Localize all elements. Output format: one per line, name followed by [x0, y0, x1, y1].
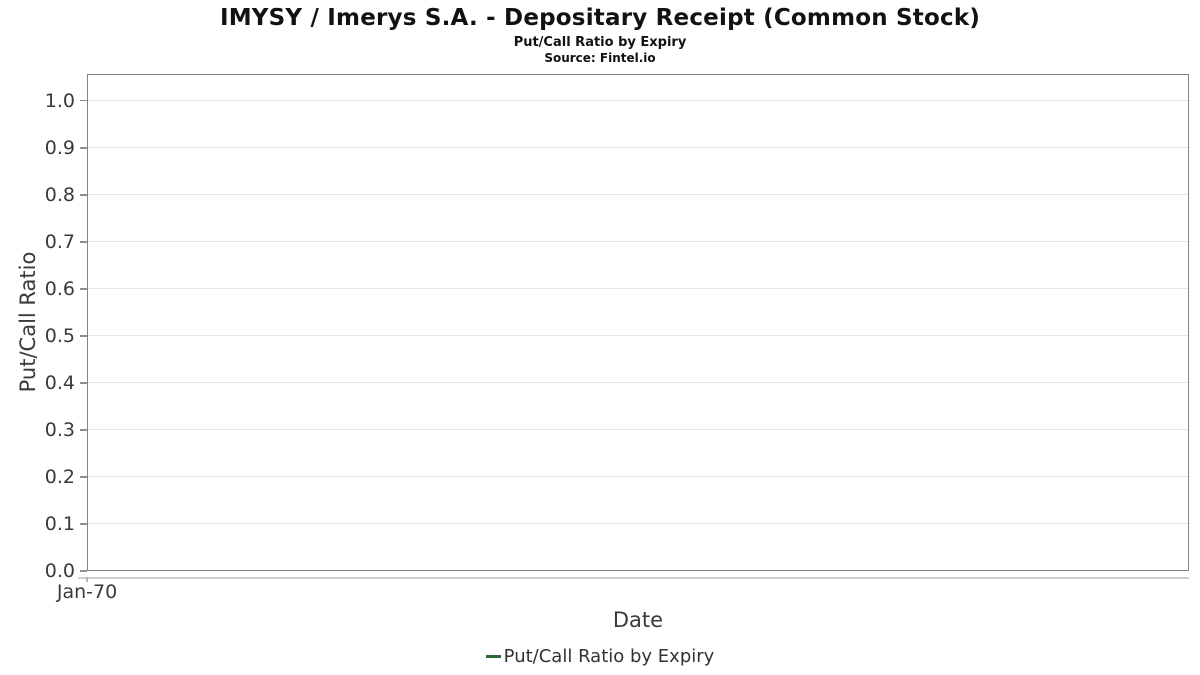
gridline [88, 194, 1188, 196]
y-tick-mark [80, 476, 87, 478]
gridline [88, 476, 1188, 478]
chart-subtitle: Put/Call Ratio by Expiry [513, 35, 687, 50]
gridline [88, 335, 1188, 337]
y-tick-mark [80, 429, 87, 431]
gridline [88, 147, 1188, 149]
y-tick-mark [80, 147, 87, 149]
y-tick-label: 0.9 [44, 136, 75, 159]
x-tick-mark [86, 577, 88, 582]
legend-item: Put/Call Ratio by Expiry [485, 646, 715, 667]
legend-label: Put/Call Ratio by Expiry [503, 646, 715, 667]
plot-area [87, 74, 1189, 571]
y-tick-mark [80, 570, 87, 572]
legend-line-icon [485, 655, 501, 658]
gridline [88, 523, 1188, 525]
y-tick-label: 0.7 [44, 230, 75, 253]
gridline [88, 288, 1188, 290]
y-tick-mark [80, 382, 87, 384]
y-tick-label: 0.1 [44, 512, 75, 535]
x-tick-label: Jan-70 [56, 581, 118, 603]
x-axis-title: Date [612, 608, 664, 632]
chart-source-note: Source: Fintel.io [544, 51, 656, 65]
gridline [88, 100, 1188, 102]
y-tick-label: 0.2 [44, 465, 75, 488]
y-tick-mark [80, 100, 87, 102]
y-tick-label: 0.3 [44, 418, 75, 441]
y-tick-label: 0.8 [44, 183, 75, 206]
chart-title: IMYSY / Imerys S.A. - Depositary Receipt… [219, 5, 981, 31]
y-tick-mark [80, 288, 87, 290]
legend: Put/Call Ratio by Expiry [0, 646, 1200, 667]
x-axis-line [78, 577, 1189, 579]
y-tick-mark [80, 241, 87, 243]
y-tick-mark [80, 194, 87, 196]
y-tick-mark [80, 335, 87, 337]
y-tick-label: 0.4 [44, 371, 75, 394]
gridline [88, 241, 1188, 243]
gridline [88, 429, 1188, 431]
y-tick-label: 0.6 [44, 277, 75, 300]
gridline [88, 382, 1188, 384]
y-tick-mark [80, 523, 87, 525]
y-tick-label: 0.5 [44, 324, 75, 347]
y-tick-label: 1.0 [44, 89, 75, 112]
y-tick-label: 0.0 [44, 560, 75, 582]
